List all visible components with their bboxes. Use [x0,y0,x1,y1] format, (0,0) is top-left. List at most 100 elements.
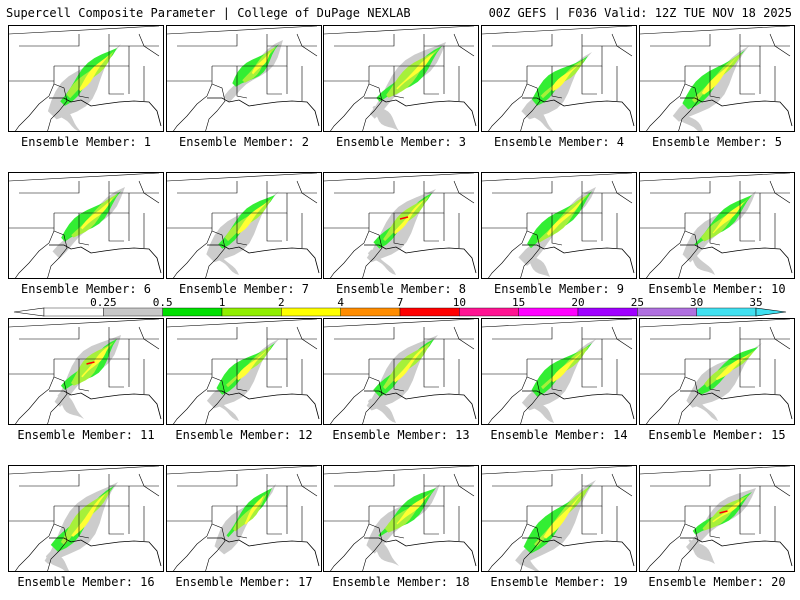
state-border [108,359,124,388]
state-border [482,173,633,182]
ensemble-member-label: Ensemble Member: 16 [17,575,155,589]
ensemble-member-map-19 [481,465,637,572]
scp-map [324,26,477,131]
state-border [650,34,711,47]
coastline [680,537,793,567]
state-border [492,34,553,47]
scp-contour-4 [81,346,109,378]
scp-contour-4 [550,63,580,92]
coastline [522,97,635,127]
coastline [522,537,635,567]
scp-map [167,173,320,278]
state-border [267,193,288,214]
state-border [334,327,395,340]
scp-map [640,466,793,571]
state-border [581,66,597,95]
state-border [740,46,761,67]
state-border [167,319,318,328]
state-border [520,83,541,131]
state-border [678,376,699,424]
state-border [173,506,213,571]
ensemble-member-map-8 [323,172,479,279]
ensemble-member-label: Ensemble Member: 2 [178,135,310,149]
state-border [520,230,541,278]
state-border [369,486,425,507]
scp-contour-4 [244,495,264,525]
state-border [482,26,633,35]
scp-map [640,173,793,278]
state-border [167,26,318,35]
ensemble-member-label: Ensemble Member: 1 [20,135,152,149]
state-border [324,26,475,35]
state-border [173,213,213,278]
scp-map [324,173,477,278]
state-border [685,46,741,67]
colorbar-tick-label: 10 [453,296,466,309]
ensemble-member-map-18 [323,465,479,572]
state-border [296,180,318,204]
coastline [207,97,320,127]
colorbar-tick-label: 0.5 [153,296,173,309]
colorbar-segment [399,307,460,317]
state-border [482,466,633,475]
colorbar-segment [459,307,519,317]
state-border [9,466,160,475]
colorbar-tick-label: 0.25 [90,296,117,309]
state-border [138,180,160,204]
state-border [138,473,160,497]
state-border [173,359,213,424]
scp-map [482,319,635,424]
state-border [205,230,226,278]
coastline [522,244,635,274]
state-border [527,46,583,67]
state-border [640,173,791,182]
ensemble-member-map-4 [481,25,637,132]
state-border [581,506,597,535]
state-border [54,486,110,507]
state-border [266,359,282,388]
scp-contour-4 [543,491,584,539]
coastline [49,537,162,567]
state-border [205,83,226,131]
state-border [78,359,90,392]
colorbar-tick-label: 20 [571,296,584,309]
state-border [108,213,124,242]
colorbar-segment [577,307,638,317]
state-border [646,213,686,278]
state-border [769,473,791,497]
coastline [364,537,477,567]
scp-contour-7 [399,216,409,220]
scp-map [482,466,635,571]
color-scale-bar: 0.25 0.5 1 2 4 7 10 15 20 25 30 35 [13,296,787,317]
state-border [369,339,425,360]
ensemble-member-label: Ensemble Member: 17 [175,575,313,589]
model-run-valid-time: 00Z GEFS | F036 Valid: 12Z TUE NOV 18 20… [488,6,792,20]
state-border [167,466,318,475]
colorbar-arrow-right [755,307,787,317]
state-border [47,376,68,424]
state-border [709,359,721,392]
state-border [177,34,238,47]
scp-map [9,466,162,571]
state-border [19,181,80,194]
ensemble-member-map-5 [639,25,795,132]
ensemble-member-label: Ensemble Member: 18 [332,575,470,589]
state-border [266,213,282,242]
colorbar-segment [340,307,401,317]
state-border [167,173,318,182]
state-border [9,173,160,182]
coastline [680,244,793,274]
colorbar-segment [637,307,697,317]
state-border [685,193,741,214]
state-border [177,327,238,340]
state-border [236,506,248,539]
scp-contour-0.25-south [525,106,554,131]
state-border [646,359,686,424]
scp-map [324,319,477,424]
state-border [296,473,318,497]
ensemble-member-label: Ensemble Member: 9 [493,282,625,296]
state-border [482,319,633,328]
scp-contour-4 [80,198,113,230]
state-border [324,173,475,182]
state-border [324,319,475,328]
